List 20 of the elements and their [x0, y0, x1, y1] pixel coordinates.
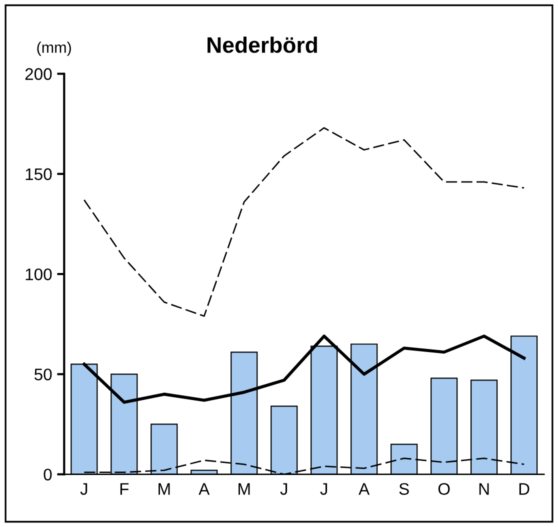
x-tick-label: J [320, 483, 328, 495]
y-tick-label: 100 [26, 268, 52, 280]
x-tick-label: J [80, 483, 88, 495]
y-tick-label: 150 [26, 168, 52, 180]
x-tick-label: A [198, 483, 210, 495]
x-tick-label: M [158, 483, 170, 495]
line-series [83, 127, 525, 317]
y-axis-title: (mm) [37, 42, 71, 56]
x-tick-label: D [519, 483, 530, 495]
chart-title: Nederbörd [208, 36, 317, 53]
x-tick-label: O [438, 483, 450, 495]
x-tick-label: F [120, 483, 129, 495]
x-tick-label: N [479, 483, 489, 495]
y-tick-label: 200 [25, 68, 52, 80]
y-tick-label: 0 [44, 468, 52, 481]
x-tick-label: M [238, 483, 250, 495]
y-tick-label: 50 [34, 368, 52, 380]
x-tick-label: J [280, 483, 288, 495]
x-tick-label: A [358, 483, 370, 495]
x-tick-label: S [399, 483, 409, 495]
